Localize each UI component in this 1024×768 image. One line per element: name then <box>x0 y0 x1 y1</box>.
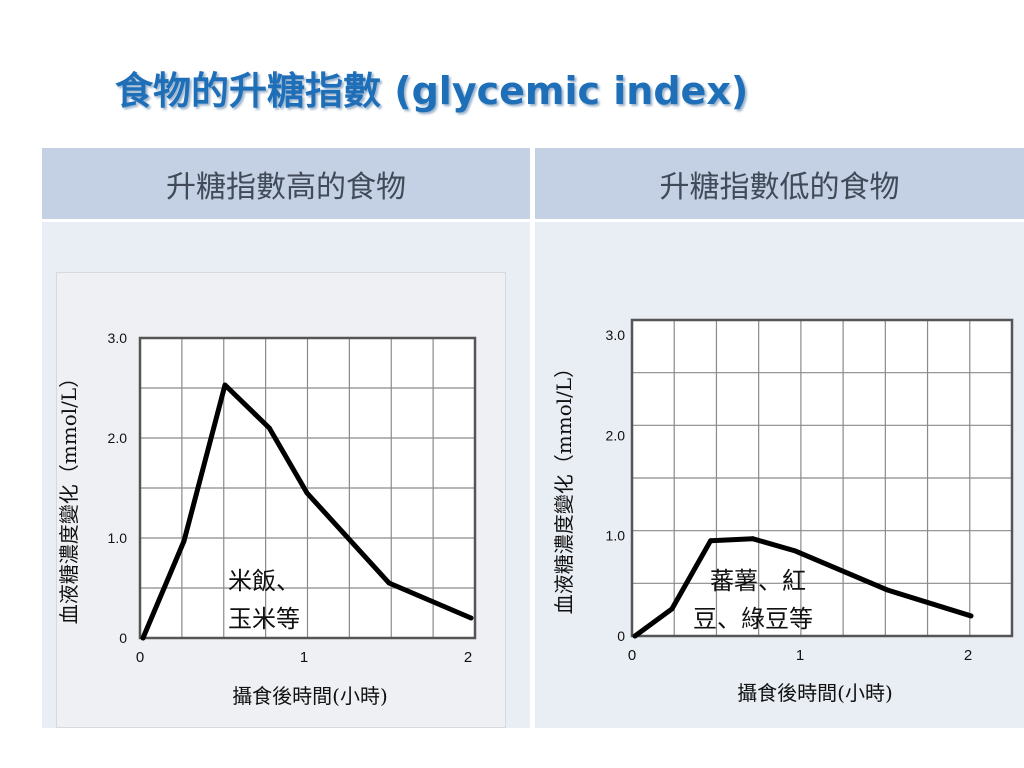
high-gi-y-tick-label: 1.0 <box>108 530 128 546</box>
low-gi-x-axis-label: 攝食後時間(小時) <box>737 681 893 705</box>
low-gi-data-point <box>968 613 974 619</box>
low-gi-x-tick-label: 1 <box>796 647 804 664</box>
low-gi-data-point <box>632 633 638 639</box>
high-gi-data-point <box>266 425 272 431</box>
high-gi-annotation-line: 玉米等 <box>228 605 300 633</box>
low-gi-y-tick-label: 0 <box>617 628 625 644</box>
slide-title: 食物的升糖指數 (glycemic index) <box>115 69 749 113</box>
high-gi-y-axis-label: 血液糖濃度變化（mmol/L） <box>57 368 81 624</box>
low-gi-annotation-line: 豆、綠豆等 <box>693 605 813 633</box>
high-gi-y-tick-label: 2.0 <box>108 430 128 446</box>
low-gi-y-axis-label: 血液糖濃度變化（mmol/L） <box>552 358 576 614</box>
low-gi-annotation-line: 蕃薯、紅 <box>710 567 806 595</box>
high-gi-annotation-line: 米飯、 <box>228 567 300 595</box>
low-gi-data-point <box>708 538 713 544</box>
low-gi-plot-frame <box>630 318 1014 638</box>
high-gi-x-tick-label: 1 <box>300 649 308 666</box>
high-gi-header: 升糖指數高的食物 <box>42 148 530 222</box>
low-gi-x-tick-label: 0 <box>628 647 636 664</box>
high-gi-data-point <box>386 580 392 586</box>
high-gi-data-point <box>304 490 310 496</box>
low-gi-header: 升糖指數低的食物 <box>535 148 1024 222</box>
low-gi-data-point <box>669 606 675 612</box>
high-gi-data-point <box>222 382 228 388</box>
high-gi-x-axis-label: 攝食後時間(小時) <box>232 684 388 708</box>
high-gi-data-point <box>181 538 187 544</box>
low-gi-data-point <box>792 548 797 554</box>
low-gi-y-tick-label: 3.0 <box>606 327 626 343</box>
high-gi-data-point <box>140 635 146 641</box>
high-gi-y-tick-label: 0 <box>119 630 127 646</box>
low-gi-data-point <box>884 587 890 593</box>
high-gi-x-tick-label: 0 <box>136 649 144 666</box>
low-gi-data-point <box>750 536 755 542</box>
high-gi-plot-frame <box>138 336 477 640</box>
high-gi-x-tick-label: 2 <box>464 649 472 666</box>
low-gi-x-tick-label: 2 <box>964 647 972 664</box>
low-gi-y-tick-label: 1.0 <box>606 528 626 544</box>
high-gi-y-tick-label: 3.0 <box>108 330 128 346</box>
low-gi-y-tick-label: 2.0 <box>606 427 626 443</box>
high-gi-data-point <box>468 615 474 621</box>
